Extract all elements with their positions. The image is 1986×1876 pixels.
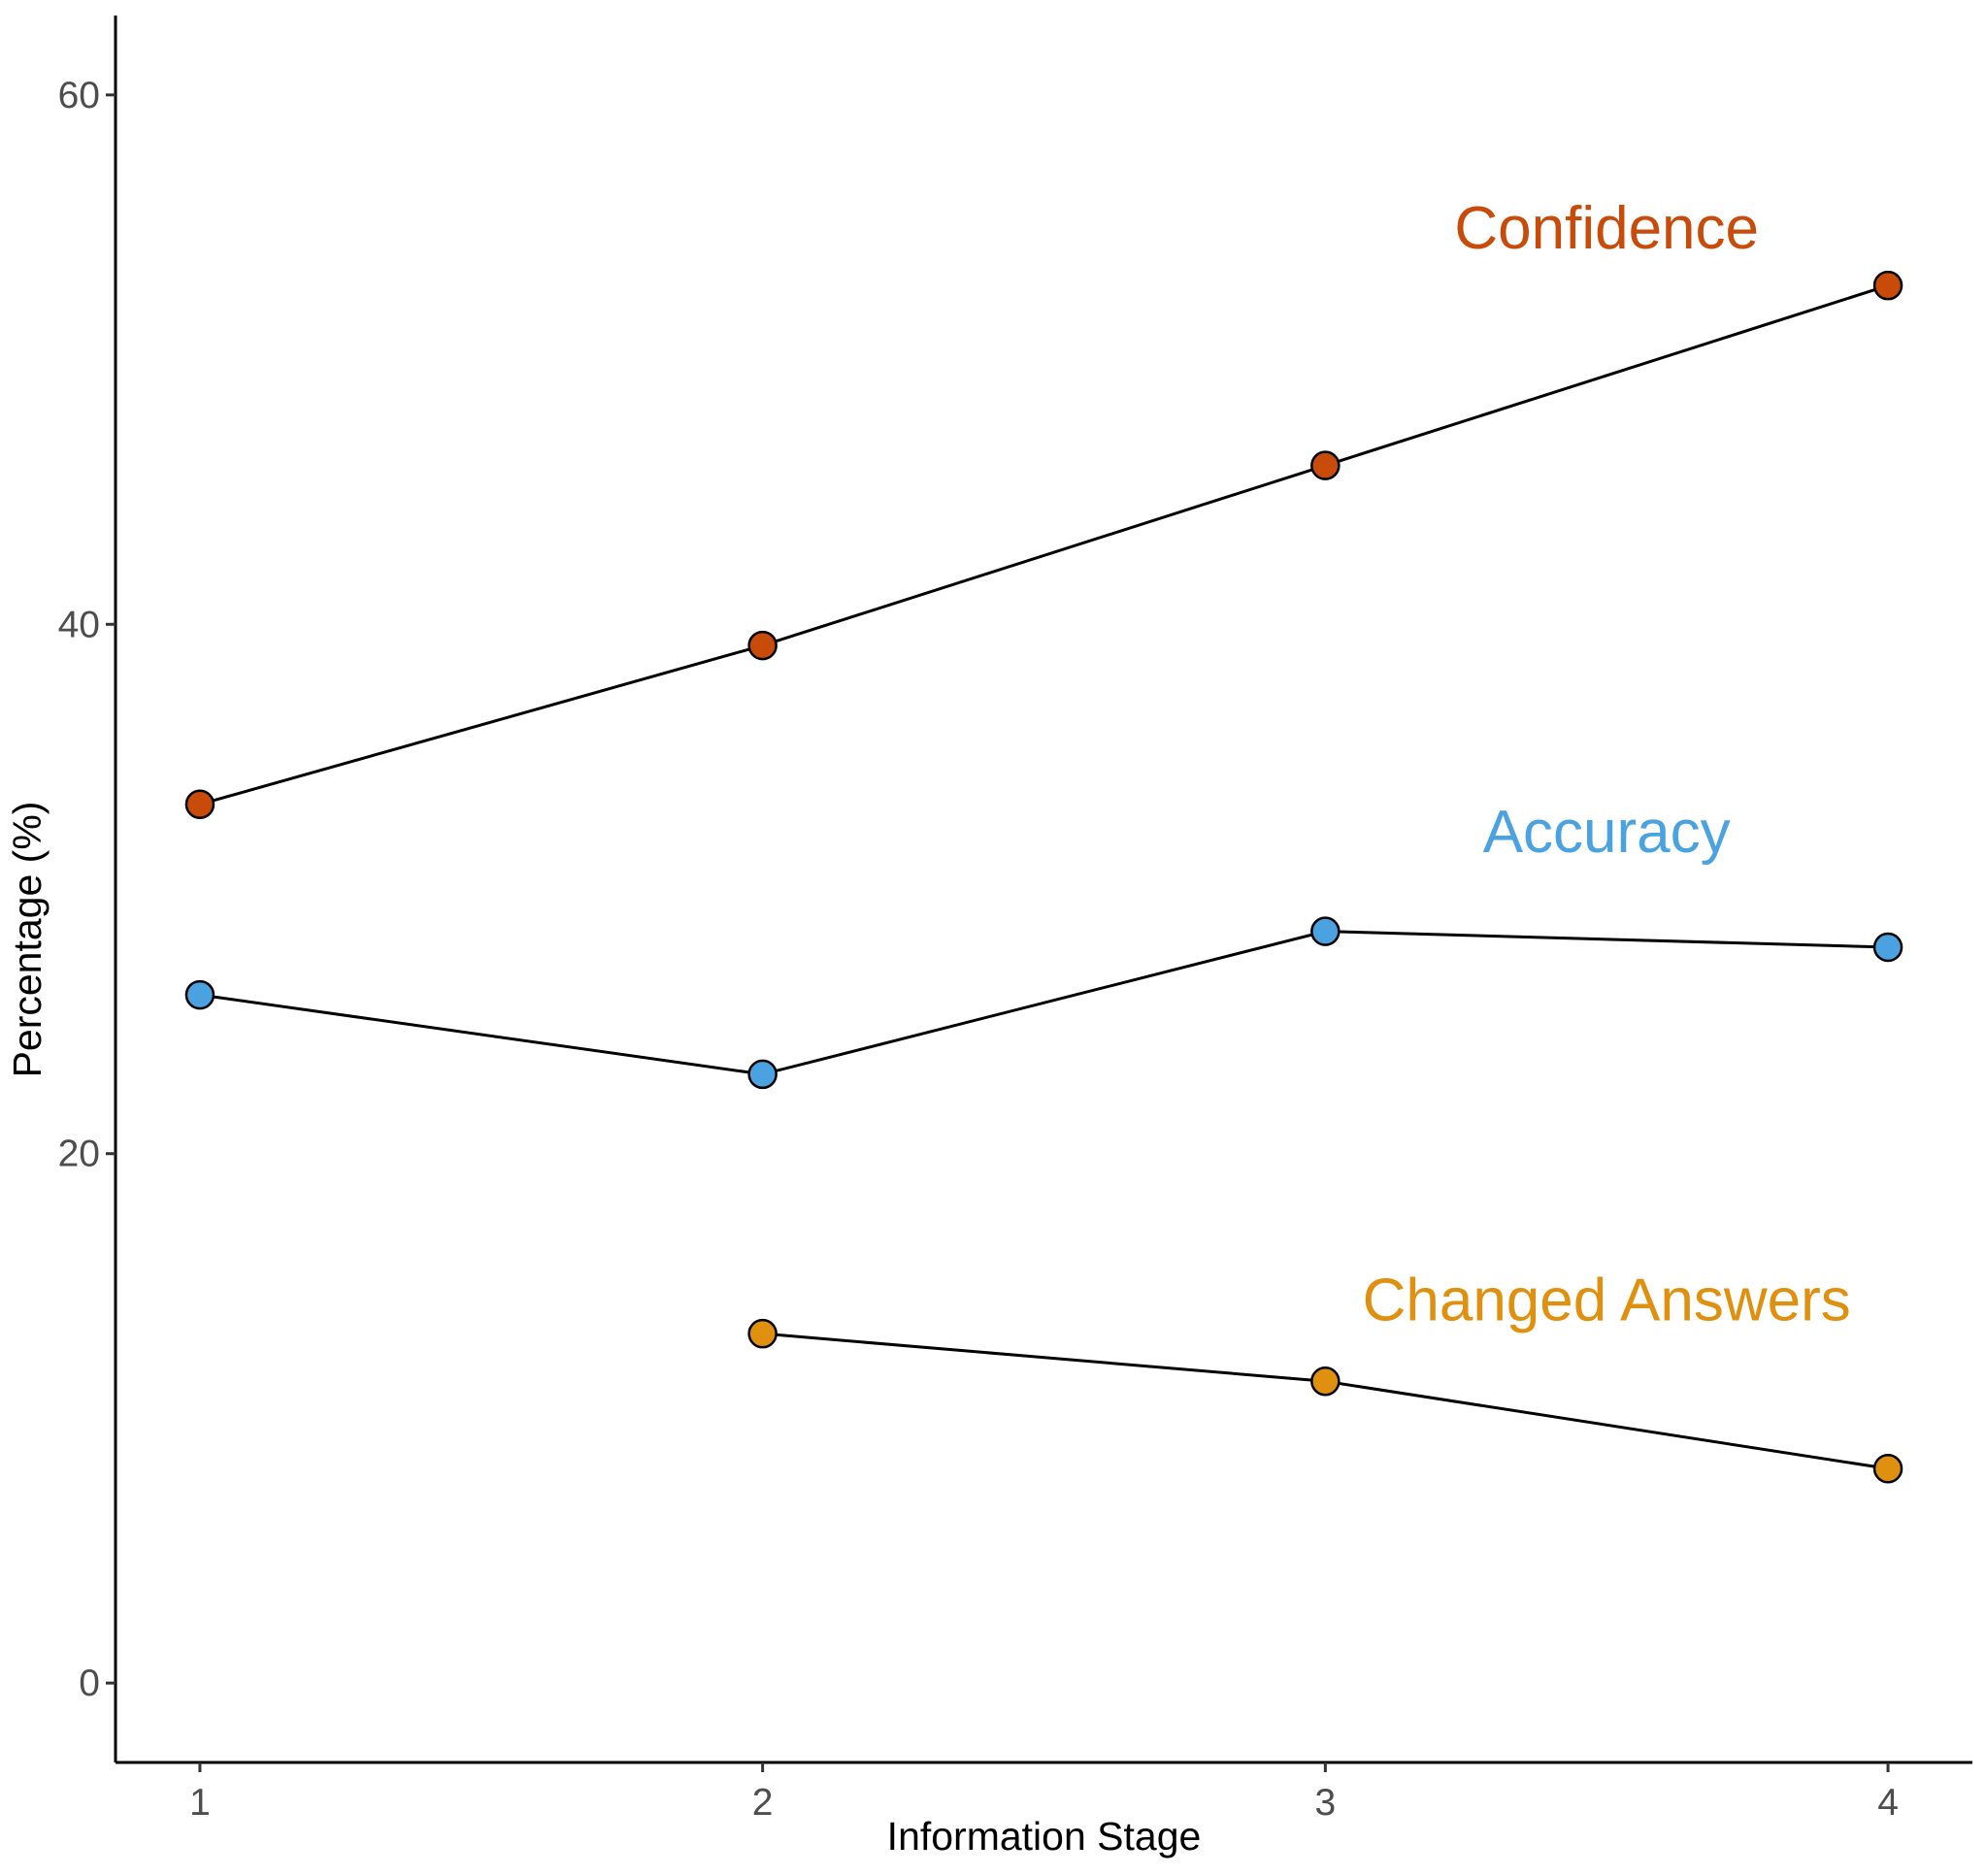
y-tick-label: 40 [58, 604, 100, 645]
series-line-confidence [199, 283, 1889, 806]
series-label-accuracy: Accuracy [1483, 799, 1731, 866]
data-point-changed-answers [1310, 1366, 1341, 1397]
data-point-confidence [747, 630, 778, 661]
data-point-confidence [184, 789, 215, 819]
x-tick-label: 3 [1314, 1782, 1336, 1824]
data-point-changed-answers [747, 1318, 778, 1349]
series-label-confidence: Confidence [1454, 195, 1759, 262]
data-point-accuracy [184, 979, 215, 1010]
y-axis: 0 20 40 60 [58, 16, 117, 1762]
y-tick-label: 20 [58, 1134, 100, 1175]
series-line-accuracy [199, 930, 1889, 1076]
data-point-changed-answers [1872, 1454, 1903, 1484]
y-tick-label: 60 [58, 75, 100, 116]
y-axis-title: Percentage (%) [5, 802, 50, 1078]
x-tick-label: 1 [189, 1782, 211, 1824]
data-point-accuracy [747, 1059, 778, 1090]
y-tick-label: 0 [79, 1662, 100, 1704]
x-tick-label: 2 [752, 1782, 774, 1824]
series-points [184, 270, 1903, 1484]
data-point-accuracy [1872, 932, 1903, 963]
data-point-confidence [1310, 450, 1341, 480]
series-labels: Confidence Accuracy Changed Answers [1363, 195, 1851, 1334]
x-tick-label: 4 [1877, 1782, 1899, 1824]
series-label-changed-answers: Changed Answers [1363, 1267, 1851, 1334]
x-axis-title: Information Stage [887, 1814, 1202, 1859]
series-line-changed-answers [762, 1332, 1889, 1470]
data-point-confidence [1872, 270, 1903, 301]
data-point-accuracy [1310, 916, 1341, 946]
x-axis: 1 2 3 4 [116, 1761, 1972, 1824]
